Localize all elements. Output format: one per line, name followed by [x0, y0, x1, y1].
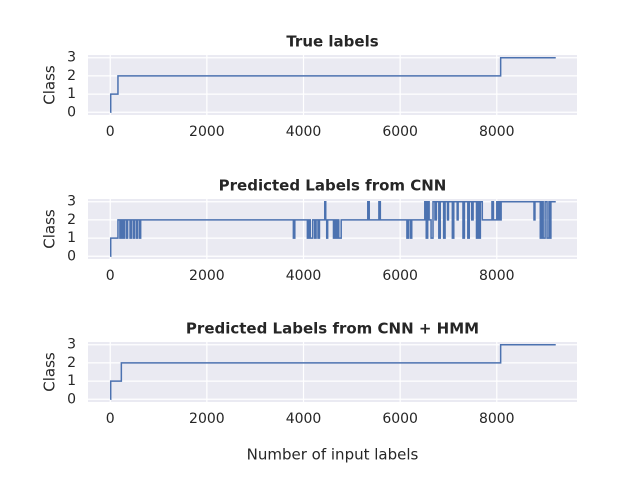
y-tick-label: 0: [67, 104, 76, 120]
chart-title: True labels: [286, 33, 378, 51]
x-tick-label: 4000: [286, 411, 322, 427]
chart-title: Predicted Labels from CNN + HMM: [186, 320, 479, 338]
plot-area: [88, 199, 577, 259]
y-tick-label: 3: [67, 337, 76, 353]
y-axis-label: Class: [41, 209, 59, 249]
y-tick-label: 2: [67, 68, 76, 84]
x-tick-label: 0: [106, 411, 115, 427]
y-tick-label: 1: [67, 230, 76, 246]
plot-area: [88, 55, 577, 115]
x-tick-label: 6000: [382, 411, 418, 427]
chart-title: Predicted Labels from CNN: [219, 177, 447, 195]
y-tick-label: 1: [67, 86, 76, 102]
y-tick-label: 1: [67, 373, 76, 389]
data-line: [109, 343, 556, 401]
y-tick-label: 3: [67, 194, 76, 210]
y-tick-label: 3: [67, 50, 76, 66]
x-tick-label: 4000: [286, 268, 322, 284]
plot-area: [88, 342, 577, 402]
x-tick-label: 4000: [286, 124, 322, 140]
y-tick-label: 0: [67, 391, 76, 407]
y-tick-label: 2: [67, 212, 76, 228]
x-axis-label: Number of input labels: [247, 446, 419, 464]
x-tick-label: 6000: [382, 268, 418, 284]
y-axis-label: Class: [41, 65, 59, 105]
x-tick-label: 2000: [189, 124, 225, 140]
y-tick-label: 2: [67, 355, 76, 371]
x-tick-label: 2000: [189, 411, 225, 427]
x-tick-label: 8000: [479, 124, 515, 140]
x-tick-label: 2000: [189, 268, 225, 284]
data-line: [109, 56, 556, 114]
x-tick-label: 0: [106, 124, 115, 140]
x-tick-label: 8000: [479, 268, 515, 284]
y-tick-label: 0: [67, 248, 76, 264]
x-tick-label: 0: [106, 268, 115, 284]
data-line: [109, 200, 556, 258]
x-tick-label: 8000: [479, 411, 515, 427]
x-tick-label: 6000: [382, 124, 418, 140]
y-axis-label: Class: [41, 352, 59, 392]
